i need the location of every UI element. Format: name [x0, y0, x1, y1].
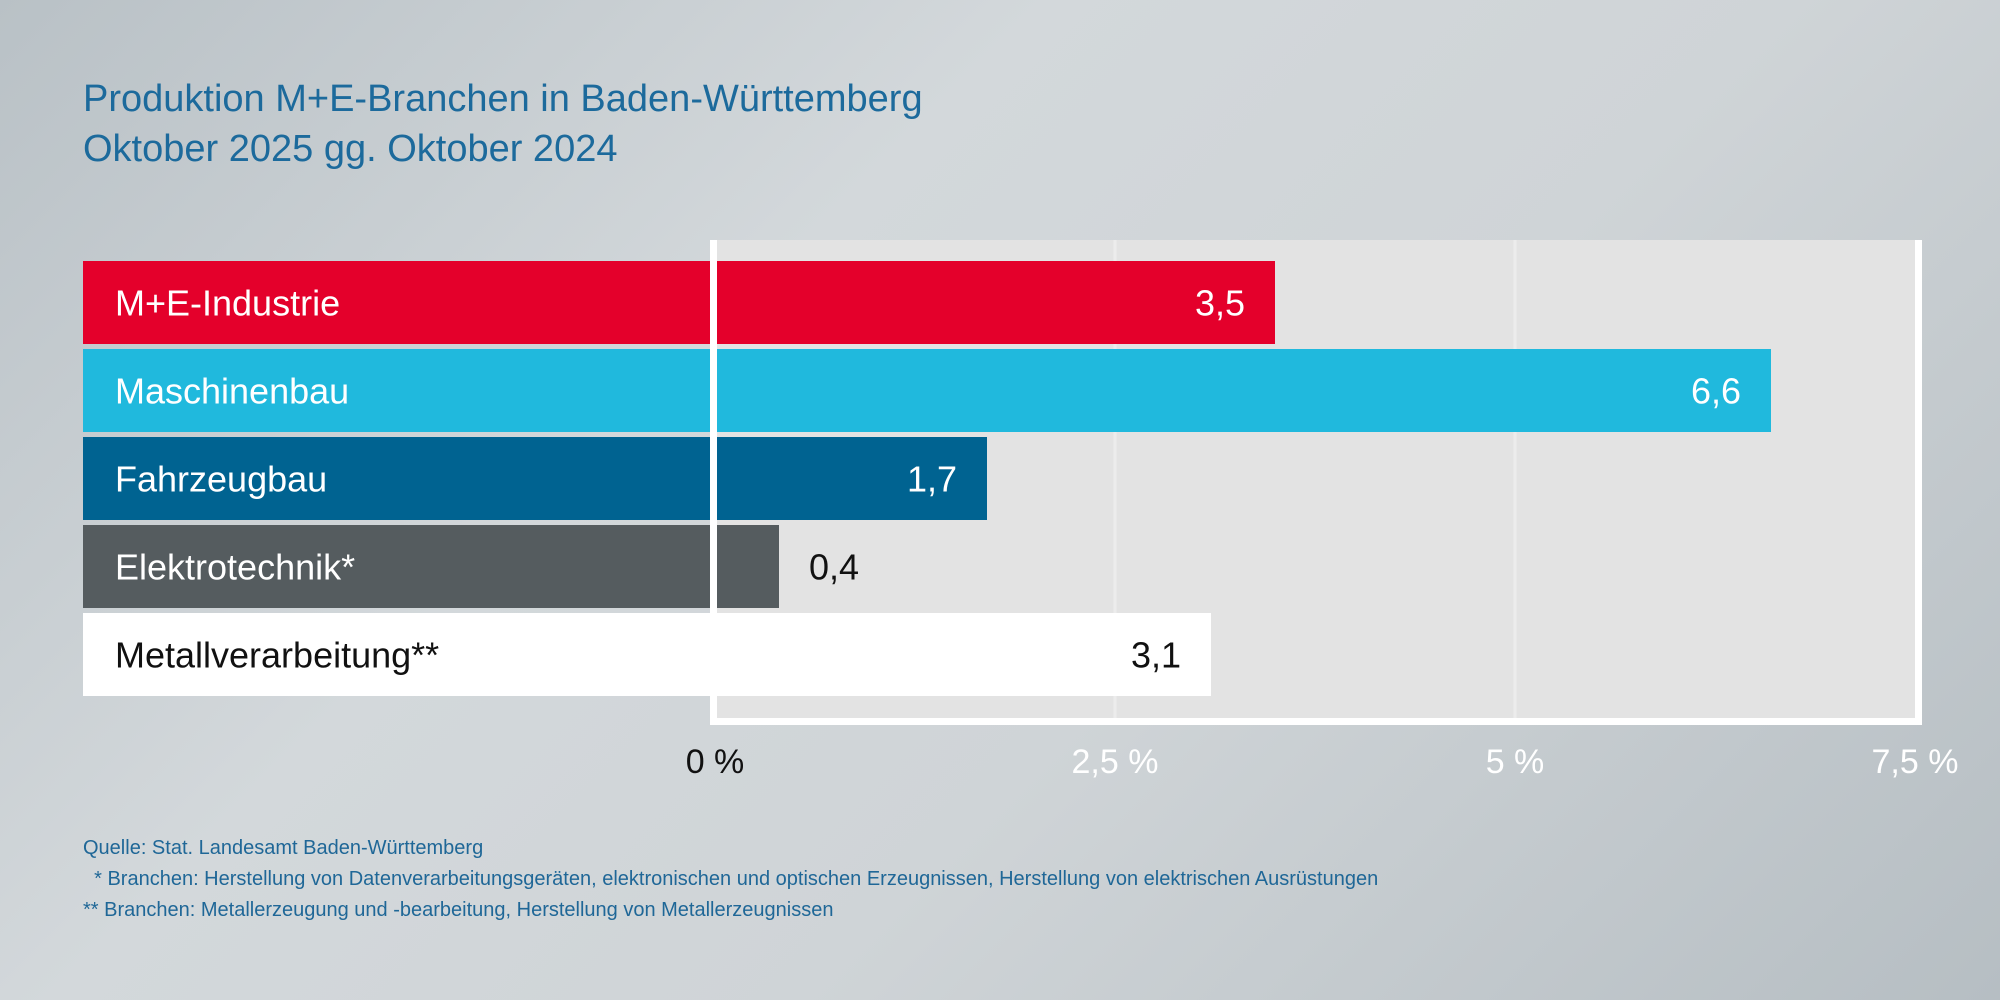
footnote-1: * Branchen: Herstellung von Datenverarbe…: [83, 868, 1379, 890]
category-label: Maschinenbau: [115, 371, 349, 412]
category-label: M+E-Industrie: [115, 283, 340, 324]
x-tick-label: 5 %: [1486, 743, 1545, 781]
category-label: Metallverarbeitung**: [115, 635, 439, 676]
bar: [83, 613, 1211, 696]
bar: [83, 437, 987, 520]
x-tick-label: 7,5 %: [1872, 743, 1959, 781]
bar: [83, 261, 1275, 344]
x-tick-label: 0 %: [686, 743, 745, 781]
chart-title-line1: Produktion M+E-Branchen in Baden-Württem…: [83, 78, 923, 120]
value-label: 3,5: [1195, 283, 1245, 324]
x-axis-line: [710, 718, 1922, 725]
x-tick-label: 2,5 %: [1072, 743, 1159, 781]
category-label: Elektrotechnik*: [115, 547, 355, 588]
value-label: 1,7: [907, 459, 957, 500]
bar: [83, 349, 1771, 432]
source-note: Quelle: Stat. Landesamt Baden-Württember…: [83, 837, 484, 859]
chart-title-line2: Oktober 2025 gg. Oktober 2024: [83, 128, 618, 170]
zero-axis-line: [710, 240, 717, 725]
value-label: 3,1: [1131, 635, 1181, 676]
plot-border-right: [1915, 240, 1922, 725]
category-label: Fahrzeugbau: [115, 459, 327, 500]
value-label: 6,6: [1691, 371, 1741, 412]
bar: [83, 525, 779, 608]
footnote-2: ** Branchen: Metallerzeugung und -bearbe…: [83, 899, 834, 921]
value-label: 0,4: [809, 547, 859, 588]
